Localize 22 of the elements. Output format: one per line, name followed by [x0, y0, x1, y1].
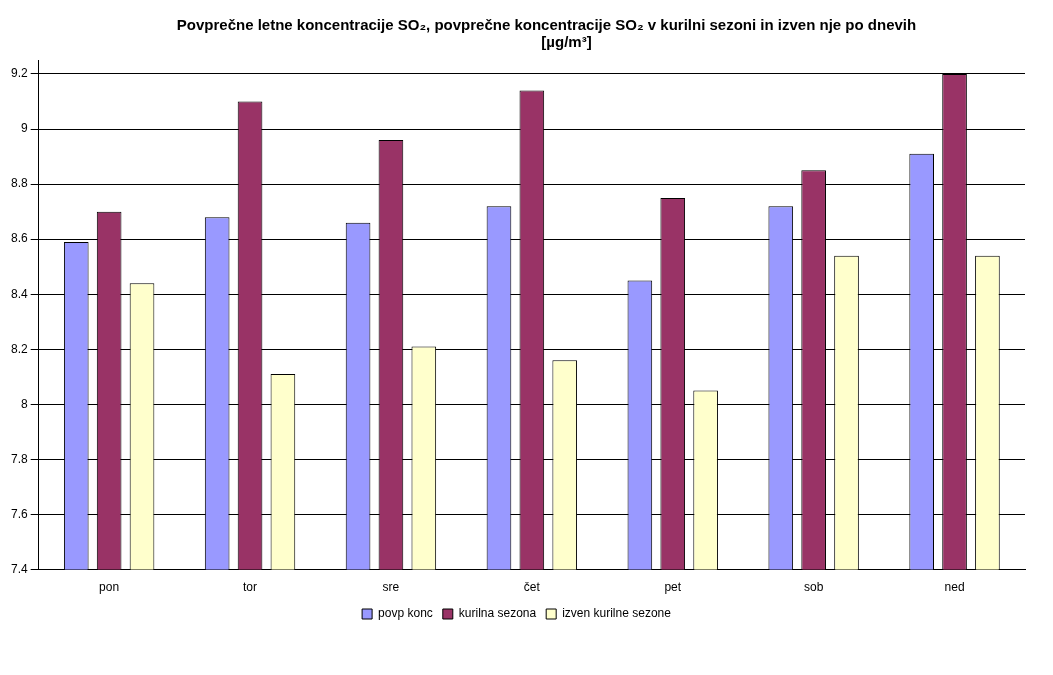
- y-tick-label: 8.4: [10, 286, 28, 301]
- legend-label: izven kurilne sezone: [562, 606, 672, 621]
- y-tick-label: 8.6: [10, 231, 28, 246]
- y-tick-label: 9: [20, 121, 28, 136]
- y-tick-label: 9.2: [10, 66, 28, 81]
- chart-subtitle: [µg/m³]: [540, 33, 593, 50]
- y-tick-label: 8.8: [10, 176, 28, 191]
- y-tick-label: 8.2: [10, 341, 28, 356]
- x-tick-label: ned: [944, 580, 965, 595]
- y-tick-label: 7.6: [10, 506, 28, 521]
- x-tick-label: tor: [243, 580, 258, 595]
- y-tick-label: 8: [20, 396, 28, 411]
- x-tick-label: sob: [803, 580, 824, 595]
- x-tick-label: pet: [664, 580, 682, 595]
- x-tick-label: pon: [99, 580, 120, 595]
- x-tick-label: čet: [523, 580, 541, 595]
- legend-label: povp konc: [378, 606, 433, 621]
- y-tick-label: 7.4: [10, 561, 28, 576]
- chart-title: Povprečne letne koncentracije SO₂, povprečne koncentracije SO₂ v kurilni sezoni in izven nje po dnevih: [175, 15, 918, 33]
- x-tick-label: sre: [382, 580, 400, 595]
- legend-label: kurilna sezona: [458, 606, 537, 621]
- y-tick-label: 7.8: [10, 451, 28, 466]
